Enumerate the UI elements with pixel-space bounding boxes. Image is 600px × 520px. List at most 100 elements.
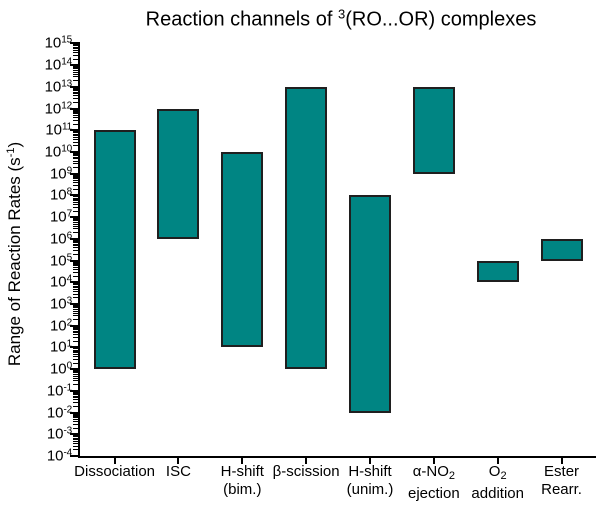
y-minor-tick [73,312,78,314]
y-minor-tick [73,158,78,160]
y-major-tick [70,302,78,305]
y-major-tick [70,411,78,414]
x-tick-label-line: H-shift [221,463,264,481]
y-tick-exponent: -3 [63,425,73,437]
y-minor-tick [73,225,78,227]
y-minor-tick [73,200,78,202]
y-minor-tick [73,141,78,143]
y-tick-label: 10-2 [0,403,72,420]
y-tick-exponent: 12 [61,100,72,112]
x-tick-label-isc: ISC [166,463,191,481]
y-tick-label: 1012 [0,99,73,118]
y-tick-base: 10 [49,165,67,183]
y-minor-tick [73,49,78,51]
y-minor-tick [73,334,78,336]
y-tick-exponent: -4 [63,447,73,459]
y-major-tick [70,42,78,45]
y-minor-tick [73,315,78,317]
y-major-tick [70,107,78,110]
bar-o-addition [476,260,519,283]
y-minor-tick [73,348,78,350]
bar-scission [285,86,328,370]
x-tick-label-line: α-NO2 [408,463,460,485]
y-minor-tick [73,332,78,334]
y-minor-tick [73,68,78,70]
label-segment: Dissociation [74,463,156,480]
y-minor-tick [73,101,78,103]
y-minor-tick [73,138,78,140]
y-tick-base: 10 [44,34,62,52]
y-minor-tick [73,293,78,295]
y-minor-tick [73,109,78,111]
y-minor-tick [73,204,78,206]
y-minor-tick [73,449,78,451]
y-tick-label: 109 [0,164,72,181]
y-minor-tick [73,46,78,48]
y-tick-base: 10 [44,100,62,118]
y-minor-tick [73,414,78,416]
y-tick-base: 10 [49,317,67,335]
y-major-tick [70,389,78,392]
y-minor-tick [73,223,78,225]
y-minor-tick [73,245,78,247]
y-minor-tick [73,436,78,438]
y-minor-tick [73,284,78,286]
y-minor-tick [73,415,78,417]
bar-no-ejection [412,86,455,174]
label-segment: (unim.) [346,481,394,498]
y-tick-label: 10-3 [0,425,72,442]
y-minor-tick [73,201,78,203]
y-tick-base: 10 [46,425,64,443]
y-minor-tick [73,88,78,90]
x-tick-label-line: addition [471,485,524,503]
x-major-tick [241,458,244,464]
y-minor-tick [73,307,78,309]
y-minor-tick [73,283,78,285]
y-tick-label: 102 [0,316,72,333]
y-minor-tick [73,310,78,312]
x-major-tick [177,458,180,464]
y-minor-tick [73,156,78,158]
y-tick-exponent: 6 [66,230,73,242]
label-sub-segment: 2 [500,470,507,482]
y-minor-tick [73,167,78,169]
label-segment: α-NO [412,463,449,480]
y-minor-tick [73,399,78,401]
y-minor-tick [73,228,78,230]
y-tick-label: 106 [0,229,72,246]
y-minor-tick [73,93,78,95]
y-minor-tick [73,182,78,184]
label-sub-segment: 2 [448,470,455,482]
y-minor-tick [73,247,78,249]
y-minor-tick [73,437,78,439]
x-tick-label-no-ejection: α-NO2 ejection [408,463,460,503]
y-tick-base: 10 [46,382,64,400]
y-axis-line [78,42,80,458]
x-tick-label-ester-rearr: Ester Rearr. [541,463,582,499]
label-segment: Reaction channels of [145,8,338,31]
y-minor-tick [73,242,78,244]
y-minor-tick [73,372,78,374]
y-tick-label: 105 [0,251,72,268]
y-minor-tick [73,439,78,441]
y-minor-tick [73,427,78,429]
y-minor-tick [73,113,78,115]
y-minor-tick [73,95,78,97]
y-minor-tick [73,288,78,290]
y-major-tick [70,346,78,349]
y-minor-tick [73,445,78,447]
y-minor-tick [73,87,78,89]
y-minor-tick [73,188,78,190]
label-segment: addition [471,485,524,502]
y-tick-base: 10 [44,56,62,74]
x-tick-label-line: ejection [408,485,460,503]
y-minor-tick [73,48,78,50]
y-major-tick [70,64,78,67]
y-tick-base: 10 [46,447,64,465]
y-major-tick [70,216,78,219]
y-minor-tick [73,394,78,396]
y-tick-label: 101 [0,338,72,355]
y-minor-tick [73,330,78,332]
y-minor-tick [73,123,78,125]
y-tick-base: 10 [45,121,63,139]
